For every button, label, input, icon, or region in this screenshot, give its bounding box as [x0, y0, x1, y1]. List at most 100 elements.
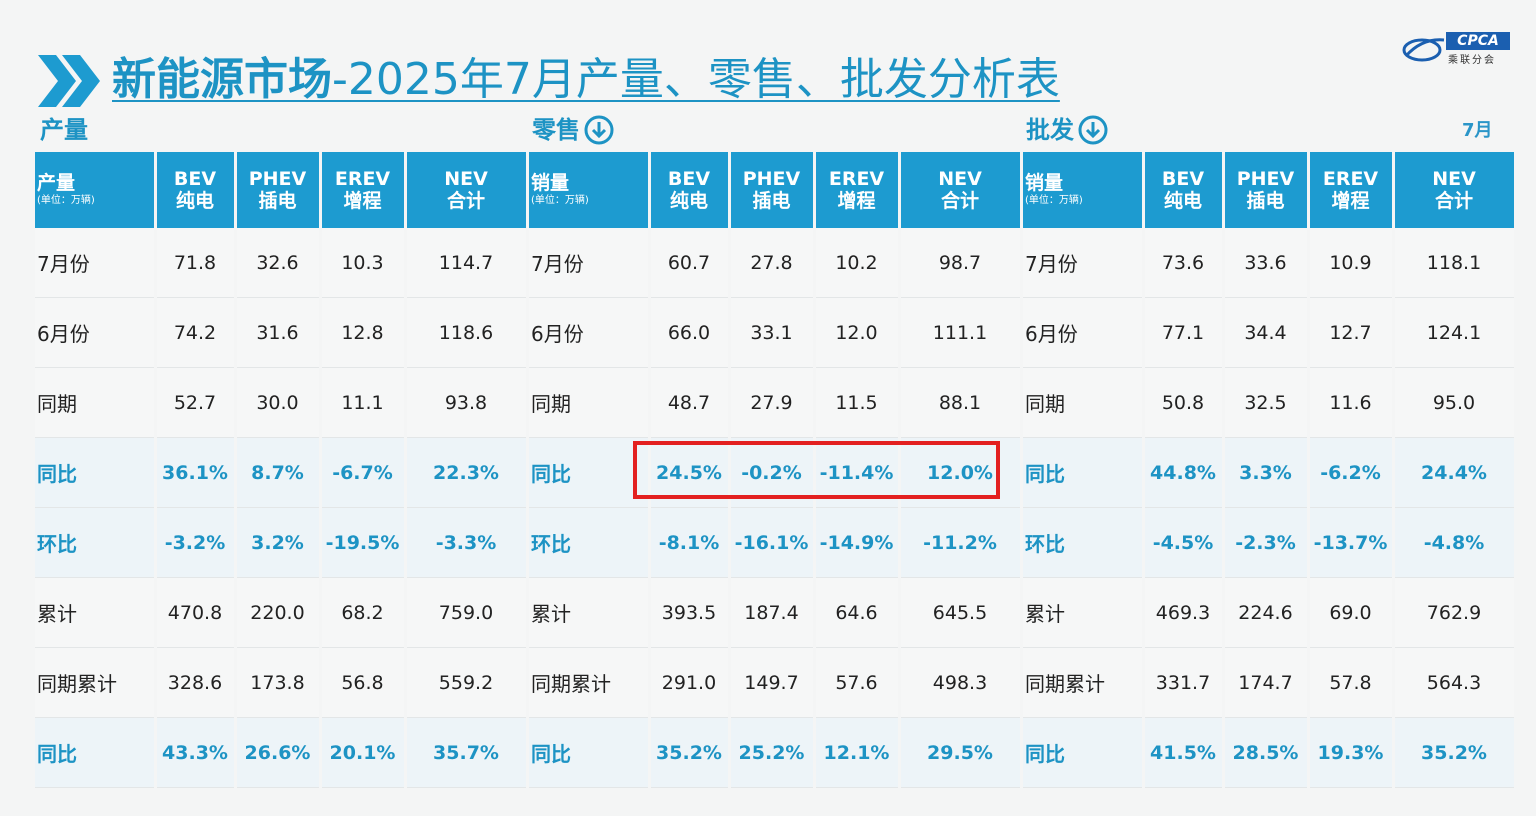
logo-swoosh-icon	[1402, 38, 1445, 62]
row-label-cell: 同期	[1023, 367, 1145, 438]
value-cell: 95.0	[1393, 367, 1517, 438]
table-row: 7月份 73.6 33.6 10.9 118.1	[1023, 228, 1517, 298]
value-cell: 328.6	[155, 647, 237, 718]
value-cell: 35.7%	[405, 717, 529, 788]
value-cell: 393.5	[649, 577, 731, 648]
value-cell: 29.5%	[899, 717, 1023, 788]
value-cell: -19.5%	[320, 507, 407, 578]
value-cell: 64.6	[814, 577, 901, 648]
data-table-retail: 销量 (单位：万辆) BEV 纯电 PHEV 插电 EREV 增程 NEV 合计 7月份 6…	[529, 152, 1023, 788]
row-label-cell: 同期	[35, 367, 157, 438]
value-cell: 118.6	[405, 297, 529, 368]
value-cell: 331.7	[1143, 647, 1225, 718]
section-label-retail: 零售	[532, 114, 614, 146]
value-cell: 12.1%	[814, 717, 901, 788]
value-cell: 187.4	[729, 577, 816, 648]
table-row: 同期累计 331.7 174.7 57.8 564.3	[1023, 647, 1517, 718]
table-row: 同期 48.7 27.9 11.5 88.1	[529, 367, 1023, 438]
row-label-cell: 同比	[529, 717, 651, 788]
value-cell: 27.8	[729, 228, 816, 298]
value-cell: 48.7	[649, 367, 731, 438]
table-row: 7月份 60.7 27.8 10.2 98.7	[529, 228, 1023, 298]
value-cell: 173.8	[235, 647, 322, 718]
value-cell: 3.3%	[1223, 437, 1310, 508]
value-cell: 27.9	[729, 367, 816, 438]
row-label-cell: 环比	[35, 507, 157, 578]
value-cell: 57.6	[814, 647, 901, 718]
row-label-cell: 同比	[35, 717, 157, 788]
value-cell: 564.3	[1393, 647, 1517, 718]
row-label-cell: 同期累计	[1023, 647, 1145, 718]
header-col-cell: NEV 合计	[405, 152, 529, 228]
value-cell: 470.8	[155, 577, 237, 648]
value-cell: 25.2%	[729, 717, 816, 788]
value-cell: 149.7	[729, 647, 816, 718]
table-row: 同期累计 291.0 149.7 57.6 498.3	[529, 647, 1023, 718]
value-cell: 12.0	[814, 297, 901, 368]
table-row: 同期累计 328.6 173.8 56.8 559.2	[35, 647, 529, 718]
value-cell: 35.2%	[649, 717, 731, 788]
row-label-cell: 7月份	[35, 228, 157, 298]
page-title: 新能源市场-2025年7月产量、零售、批发分析表	[112, 54, 1060, 105]
value-cell: -16.1%	[729, 507, 816, 578]
table-row: 6月份 74.2 31.6 12.8 118.6	[35, 297, 529, 368]
table-row: 同比 44.8% 3.3% -6.2% 24.4%	[1023, 437, 1517, 508]
value-cell: 35.2%	[1393, 717, 1517, 788]
header-col-cell: EREV 增程	[814, 152, 901, 228]
header-col-cell: BEV 纯电	[1143, 152, 1225, 228]
value-cell: 77.1	[1143, 297, 1225, 368]
value-cell: 224.6	[1223, 577, 1310, 648]
arrow-down-circle-icon	[1078, 115, 1108, 145]
value-cell: 10.9	[1308, 228, 1395, 298]
row-label-cell: 7月份	[529, 228, 651, 298]
header-title-cell: 产量 (单位：万辆)	[35, 152, 157, 228]
section-label-wholesale: 批发	[1026, 114, 1108, 146]
value-cell: 291.0	[649, 647, 731, 718]
header-col-cell: BEV 纯电	[155, 152, 237, 228]
value-cell: 44.8%	[1143, 437, 1225, 508]
value-cell: 43.3%	[155, 717, 237, 788]
data-table-production: 产量 (单位：万辆) BEV 纯电 PHEV 插电 EREV 增程 NEV 合计 7月份 7…	[35, 152, 529, 788]
row-label-cell: 同期累计	[35, 647, 157, 718]
data-table-wholesale: 销量 (单位：万辆) BEV 纯电 PHEV 插电 EREV 增程 NEV 合计 7月份 7…	[1023, 152, 1517, 788]
header-col-cell: EREV 增程	[1308, 152, 1395, 228]
value-cell: 111.1	[899, 297, 1023, 368]
value-cell: -8.1%	[649, 507, 731, 578]
value-cell: 19.3%	[1308, 717, 1395, 788]
header-col-cell: PHEV 插电	[1223, 152, 1310, 228]
value-cell: 645.5	[899, 577, 1023, 648]
value-cell: 57.8	[1308, 647, 1395, 718]
value-cell: 68.2	[320, 577, 407, 648]
header-col-cell: BEV 纯电	[649, 152, 731, 228]
value-cell: 12.7	[1308, 297, 1395, 368]
value-cell: 30.0	[235, 367, 322, 438]
value-cell: 60.7	[649, 228, 731, 298]
table-row: 累计 470.8 220.0 68.2 759.0	[35, 577, 529, 648]
row-label-cell: 6月份	[35, 297, 157, 368]
value-cell: 56.8	[320, 647, 407, 718]
row-label-cell: 7月份	[1023, 228, 1145, 298]
row-label-cell: 6月份	[1023, 297, 1145, 368]
value-cell: 559.2	[405, 647, 529, 718]
table-row: 环比 -4.5% -2.3% -13.7% -4.8%	[1023, 507, 1517, 578]
table-row: 同比 43.3% 26.6% 20.1% 35.7%	[35, 717, 529, 788]
table-row: 累计 393.5 187.4 64.6 645.5	[529, 577, 1023, 648]
value-cell: 32.5	[1223, 367, 1310, 438]
value-cell: -6.2%	[1308, 437, 1395, 508]
highlight-box	[633, 441, 1000, 499]
value-cell: 174.7	[1223, 647, 1310, 718]
double-chevron-icon	[38, 55, 100, 107]
table-row: 同期 50.8 32.5 11.6 95.0	[1023, 367, 1517, 438]
arrow-down-circle-icon	[584, 115, 614, 145]
value-cell: 74.2	[155, 297, 237, 368]
value-cell: 11.1	[320, 367, 407, 438]
value-cell: 71.8	[155, 228, 237, 298]
row-label-cell: 环比	[1023, 507, 1145, 578]
table-row: 6月份 66.0 33.1 12.0 111.1	[529, 297, 1023, 368]
value-cell: 469.3	[1143, 577, 1225, 648]
value-cell: 66.0	[649, 297, 731, 368]
value-cell: -4.5%	[1143, 507, 1225, 578]
table-row: 环比 -8.1% -16.1% -14.9% -11.2%	[529, 507, 1023, 578]
table-header-row: 销量 (单位：万辆) BEV 纯电 PHEV 插电 EREV 增程 NEV 合计	[529, 152, 1023, 228]
table-header-row: 产量 (单位：万辆) BEV 纯电 PHEV 插电 EREV 增程 NEV 合计	[35, 152, 529, 228]
